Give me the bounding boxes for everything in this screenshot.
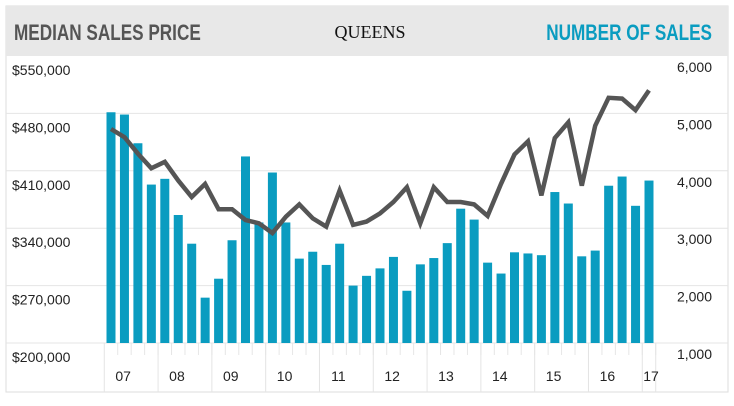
x-tick-label: 13 (438, 368, 454, 384)
x-tick-label: 08 (169, 368, 185, 384)
x-tick-label: 10 (277, 368, 293, 384)
sales-bar (281, 222, 291, 343)
sales-bar (321, 264, 331, 343)
sales-bar (241, 156, 250, 343)
right-axis-title: NUMBER OF SALES (546, 21, 712, 46)
sales-bar (644, 180, 654, 343)
right-tick-label: 6,000 (677, 59, 712, 75)
sales-bar (550, 192, 560, 343)
sales-bar (483, 262, 493, 343)
sales-bar (402, 290, 412, 343)
right-tick-label: 4,000 (677, 174, 712, 190)
sales-bar (429, 258, 439, 343)
sales-bar (617, 176, 627, 343)
right-tick-label: 5,000 (677, 116, 712, 132)
sales-bar (119, 114, 129, 343)
x-tick-label: 17 (643, 368, 659, 384)
x-tick-label: 07 (115, 368, 131, 384)
sales-bar (200, 297, 210, 343)
right-tick-label: 1,000 (677, 346, 712, 362)
sales-bar (375, 268, 385, 343)
sales-bar (214, 278, 224, 343)
sales-bar (388, 256, 398, 343)
left-tick-label: $550,000 (12, 62, 71, 78)
sales-bar (415, 264, 425, 343)
chart-title: QUEENS (335, 22, 406, 42)
sales-bar (187, 243, 197, 343)
left-tick-label: $480,000 (12, 119, 71, 135)
sales-bar (254, 222, 264, 343)
left-tick-label: $270,000 (12, 292, 71, 308)
sales-bar (362, 275, 372, 343)
sales-bar (160, 178, 170, 343)
sales-bar (133, 143, 143, 343)
left-tick-label: $200,000 (12, 349, 71, 365)
sales-bar (106, 112, 116, 343)
sales-bar (510, 252, 519, 343)
sales-bar (496, 273, 506, 343)
sales-bar (536, 255, 546, 343)
sales-bar (442, 243, 452, 343)
sales-bar (267, 172, 277, 343)
right-tick-label: 3,000 (677, 231, 712, 247)
left-axis-title: MEDIAN SALES PRICE (14, 21, 201, 46)
sales-bar (631, 205, 641, 343)
sales-bar (563, 203, 573, 343)
sales-bar (577, 256, 587, 343)
sales-bar (227, 240, 237, 343)
sales-bar (294, 258, 304, 343)
sales-bar (146, 184, 156, 343)
left-tick-label: $410,000 (12, 177, 71, 193)
x-tick-label: 15 (546, 368, 562, 384)
x-tick-label: 16 (600, 368, 616, 384)
x-tick-label: 09 (223, 368, 239, 384)
sales-bar (604, 185, 614, 343)
sales-bar (590, 250, 600, 343)
header-band (6, 6, 728, 56)
x-tick-label: 14 (492, 368, 508, 384)
left-tick-label: $340,000 (12, 234, 71, 250)
sales-bar (173, 214, 183, 343)
sales-bar (456, 208, 466, 343)
sales-bar (335, 243, 345, 343)
right-tick-label: 2,000 (677, 289, 712, 305)
sales-bar (523, 253, 533, 343)
sales-bar (469, 219, 479, 343)
median-price-line (109, 89, 651, 237)
sales-bar (348, 285, 358, 343)
sales-bar (308, 251, 318, 343)
x-tick-label: 11 (331, 368, 346, 384)
x-tick-label: 12 (384, 368, 400, 384)
